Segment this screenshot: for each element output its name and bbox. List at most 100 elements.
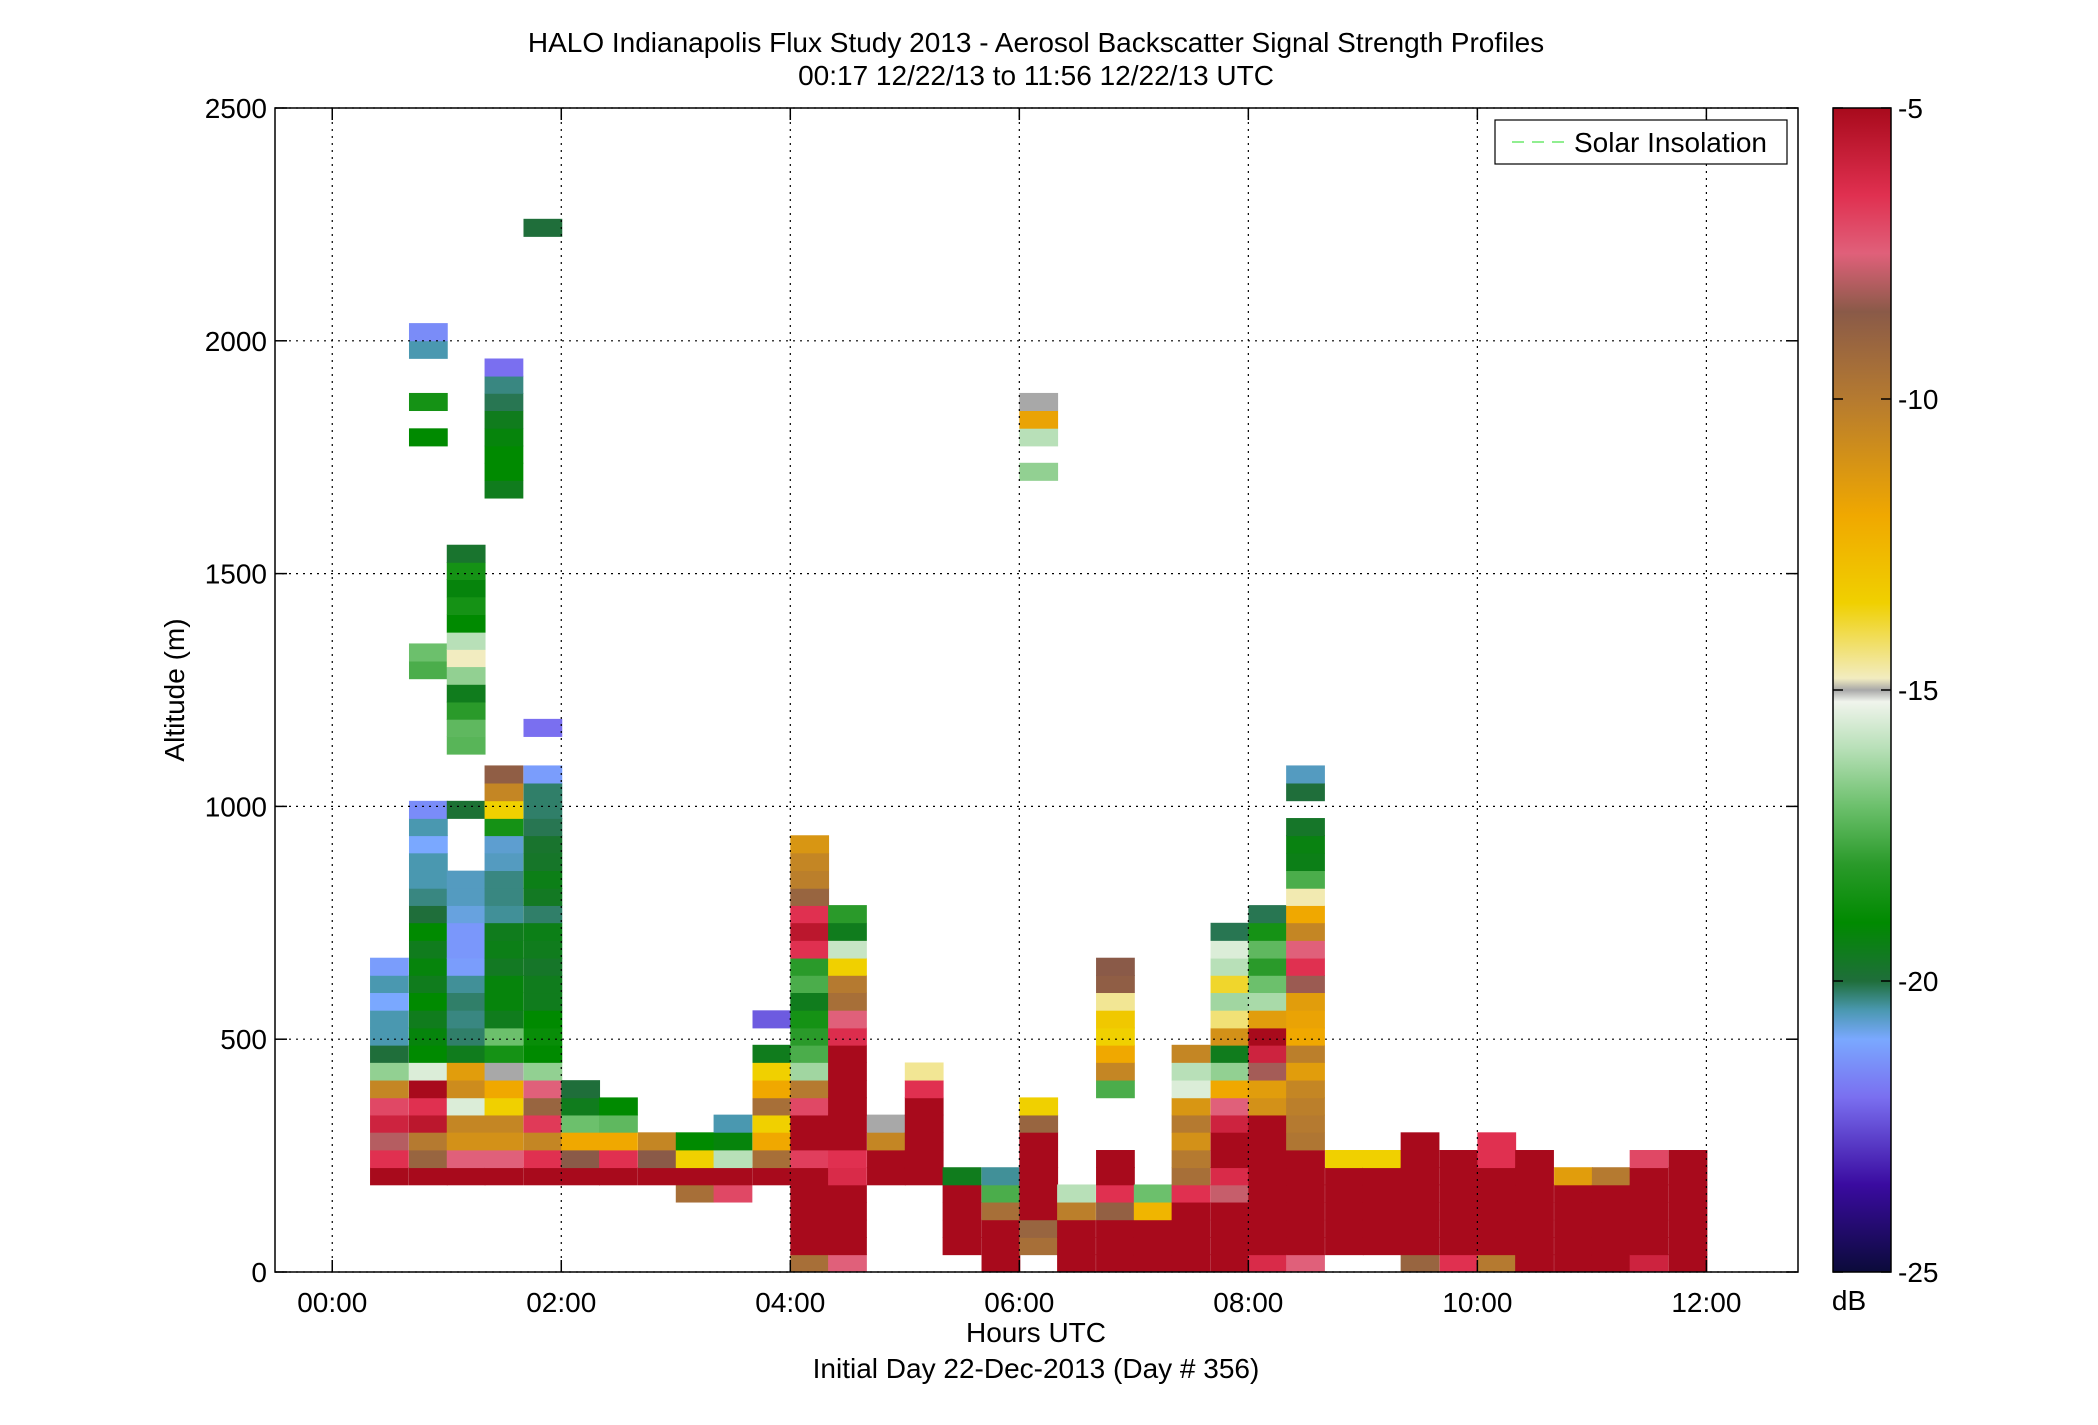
- heatmap-cell: [1096, 1254, 1135, 1273]
- heatmap-cell: [790, 1219, 830, 1238]
- heatmap-cell: [484, 818, 524, 837]
- heatmap-cell: [446, 887, 486, 906]
- heatmap-cell: [484, 480, 524, 499]
- heatmap-cell: [523, 1044, 563, 1063]
- heatmap-cell: [484, 974, 524, 994]
- heatmap-cell: [1248, 1114, 1288, 1133]
- heatmap-cell: [1400, 1184, 1440, 1203]
- heatmap-cell: [752, 1150, 792, 1169]
- heatmap-cell: [484, 1150, 524, 1169]
- heatmap-cell: [1210, 1114, 1250, 1133]
- heatmap-cell: [446, 1097, 486, 1116]
- heatmap-cell: [828, 1027, 867, 1046]
- heatmap-cell: [790, 1237, 830, 1256]
- heatmap-cell: [408, 1132, 448, 1151]
- heatmap-cell: [1515, 1202, 1554, 1221]
- heatmap-cell: [1210, 1097, 1250, 1116]
- heatmap-cell: [1554, 1184, 1593, 1203]
- heatmap-cell: [1400, 1132, 1440, 1151]
- heatmap-cell: [1248, 1097, 1288, 1116]
- heatmap-cell: [1019, 1237, 1059, 1256]
- heatmap-cell: [1668, 1167, 1708, 1186]
- heatmap-cell: [981, 1167, 1021, 1186]
- heatmap-cell: [523, 1132, 563, 1151]
- heatmap-cell: [1286, 1219, 1325, 1238]
- heatmap-cell: [1362, 1150, 1402, 1169]
- heatmap-cell: [1668, 1202, 1708, 1221]
- heatmap-cell: [370, 957, 409, 976]
- heatmap-cell: [1019, 392, 1059, 412]
- heatmap-cell: [1210, 1202, 1250, 1221]
- heatmap-cell: [1286, 1184, 1325, 1203]
- heatmap-cell: [1248, 922, 1288, 941]
- heatmap-cell: [904, 1132, 944, 1151]
- heatmap-cell: [484, 852, 524, 872]
- heatmap-cell: [713, 1114, 753, 1133]
- heatmap-cell: [790, 1062, 830, 1081]
- heatmap-cell: [1171, 1097, 1211, 1116]
- heatmap-cell: [523, 992, 563, 1011]
- heatmap-cell: [408, 1044, 448, 1063]
- heatmap-cell: [1286, 922, 1325, 941]
- heatmap-cell: [1668, 1184, 1708, 1203]
- heatmap-cell: [446, 649, 486, 668]
- x-tick-label: 10:00: [1442, 1287, 1512, 1318]
- heatmap-cell: [1171, 1219, 1211, 1238]
- heatmap-cell: [1286, 852, 1325, 872]
- heatmap-cell: [370, 1027, 409, 1046]
- heatmap-cell: [446, 1062, 486, 1081]
- heatmap-cell: [1325, 1237, 1364, 1256]
- heatmap-cell: [1019, 1184, 1059, 1203]
- heatmap-cell: [1629, 1167, 1669, 1186]
- heatmap-cell: [1325, 1219, 1364, 1238]
- heatmap-cell: [867, 1132, 906, 1151]
- heatmap-cell: [828, 1062, 867, 1081]
- heatmap-cell: [1591, 1184, 1631, 1203]
- heatmap-cell: [1591, 1219, 1631, 1238]
- heatmap-cell: [675, 1184, 715, 1203]
- heatmap-cell: [1248, 1167, 1288, 1186]
- heatmap-cell: [484, 410, 524, 429]
- legend-entry-solar-insolation: Solar Insolation: [1574, 127, 1767, 158]
- heatmap-cell: [408, 818, 448, 837]
- heatmap-cell: [1171, 1114, 1211, 1133]
- y-tick-label: 1500: [205, 559, 267, 590]
- x-axis-label: Hours UTC: [966, 1317, 1106, 1348]
- heatmap-cell: [370, 1062, 409, 1081]
- heatmap-cell: [867, 1114, 906, 1133]
- heatmap-cell: [484, 392, 524, 412]
- heatmap-cell: [1629, 1237, 1669, 1256]
- heatmap-cell: [1515, 1254, 1554, 1273]
- heatmap-cell: [1668, 1150, 1708, 1169]
- heatmap-cell: [1210, 974, 1250, 994]
- heatmap-cell: [1286, 940, 1325, 959]
- heatmap-cell: [1286, 887, 1325, 906]
- heatmap-cell: [1400, 1237, 1440, 1256]
- heatmap-cell: [1096, 992, 1135, 1011]
- heatmap-cell: [904, 1114, 944, 1133]
- heatmap-cell: [828, 1114, 867, 1133]
- heatmap-cell: [1210, 1080, 1250, 1099]
- heatmap-cell: [867, 1150, 906, 1169]
- heatmap-cell: [1286, 1167, 1325, 1186]
- heatmap-cell: [1477, 1132, 1517, 1151]
- heatmap-cell: [904, 1097, 944, 1116]
- heatmap-cell: [523, 922, 563, 941]
- heatmap-cell: [523, 1150, 563, 1169]
- heatmap-cell: [1439, 1150, 1479, 1169]
- heatmap-cell: [1096, 1080, 1135, 1099]
- heatmap-cell: [942, 1219, 982, 1238]
- y-tick-label: 2000: [205, 326, 267, 357]
- heatmap-cell: [1286, 1254, 1325, 1273]
- heatmap-cell: [523, 1167, 563, 1186]
- heatmap-cell: [752, 1044, 792, 1063]
- heatmap-cell: [1096, 1010, 1135, 1029]
- heatmap-cell: [1286, 1010, 1325, 1029]
- heatmap-cell: [1248, 1062, 1288, 1081]
- x-tick-label: 02:00: [526, 1287, 596, 1318]
- heatmap-cell: [1591, 1254, 1631, 1273]
- heatmap-cell: [1439, 1167, 1479, 1186]
- heatmap-cell: [370, 992, 409, 1011]
- heatmap-cell: [752, 1010, 792, 1029]
